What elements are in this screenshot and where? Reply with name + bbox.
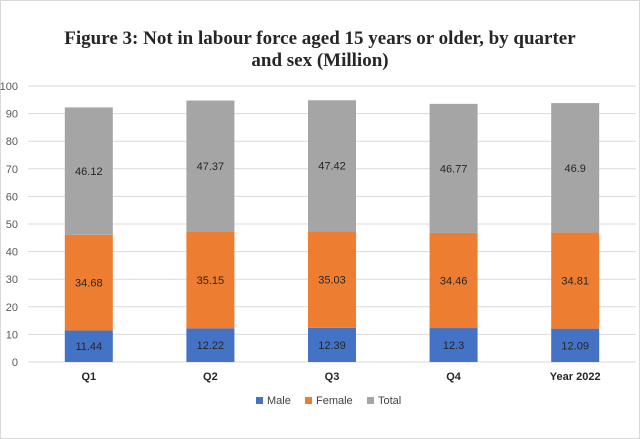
y-tick-label: 50	[6, 219, 18, 231]
bar-segment-male	[429, 328, 478, 362]
bar-segment-female	[186, 231, 235, 329]
chart-title-line-1: Figure 3: Not in labour force aged 15 ye…	[64, 28, 576, 49]
bar-segment-male	[64, 330, 113, 362]
bar-segment-total	[429, 103, 478, 233]
data-label: 47.42	[318, 161, 346, 173]
x-category-label: Year 2022	[550, 371, 601, 383]
x-category-label: Q1	[81, 371, 96, 383]
bar-segment-male	[308, 327, 356, 362]
x-category-label: Q4	[446, 371, 462, 383]
x-category-label: Q3	[325, 371, 340, 383]
data-label: 46.77	[440, 163, 468, 175]
y-tick-label: 40	[6, 247, 18, 259]
bar-segment-female	[308, 231, 356, 328]
chart-title: Figure 3: Not in labour force aged 15 ye…	[40, 28, 600, 72]
data-label: 46.9	[564, 163, 585, 175]
bar-segment-male	[186, 328, 235, 362]
y-tick-label: 20	[6, 302, 18, 314]
data-label: 12.39	[318, 340, 346, 352]
data-label: 47.37	[197, 161, 225, 173]
y-tick-label: 0	[12, 357, 18, 369]
legend-swatch-male	[256, 397, 263, 404]
bar-segment-female	[429, 232, 478, 329]
bar-segment-total	[64, 107, 113, 235]
bar-segment-male	[551, 328, 600, 362]
y-tick-label: 30	[6, 274, 18, 286]
bar-segment-total	[308, 100, 356, 232]
legend-swatch-total	[367, 397, 374, 404]
y-tick-label: 70	[6, 164, 18, 176]
data-label: 35.03	[318, 274, 346, 286]
bar-segment-female	[551, 232, 600, 329]
y-tick-label: 80	[6, 136, 18, 148]
x-category-label: Q2	[203, 371, 218, 383]
data-label: 34.68	[75, 278, 103, 290]
y-tick-label: 60	[6, 191, 18, 203]
y-tick-label: 100	[0, 81, 18, 93]
data-label: 46.12	[75, 166, 103, 178]
data-label: 34.46	[440, 275, 468, 287]
bar-segment-total	[186, 100, 235, 232]
data-label: 12.09	[561, 340, 589, 352]
legend-label-female: Female	[316, 395, 353, 407]
legend-label-male: Male	[267, 395, 291, 407]
y-tick-label: 90	[6, 109, 18, 121]
y-tick-label: 10	[6, 329, 18, 341]
data-label: 11.44	[75, 341, 102, 353]
data-label: 35.15	[197, 275, 225, 287]
chart-title-line-2: and sex (Million)	[251, 50, 389, 71]
data-label: 34.81	[561, 276, 589, 288]
bar-segment-female	[64, 234, 113, 331]
legend-label-total: Total	[378, 395, 401, 407]
bar-segment-total	[551, 103, 600, 233]
legend-swatch-female	[305, 397, 312, 404]
data-label: 12.22	[197, 340, 225, 352]
data-label: 12.3	[443, 340, 464, 352]
